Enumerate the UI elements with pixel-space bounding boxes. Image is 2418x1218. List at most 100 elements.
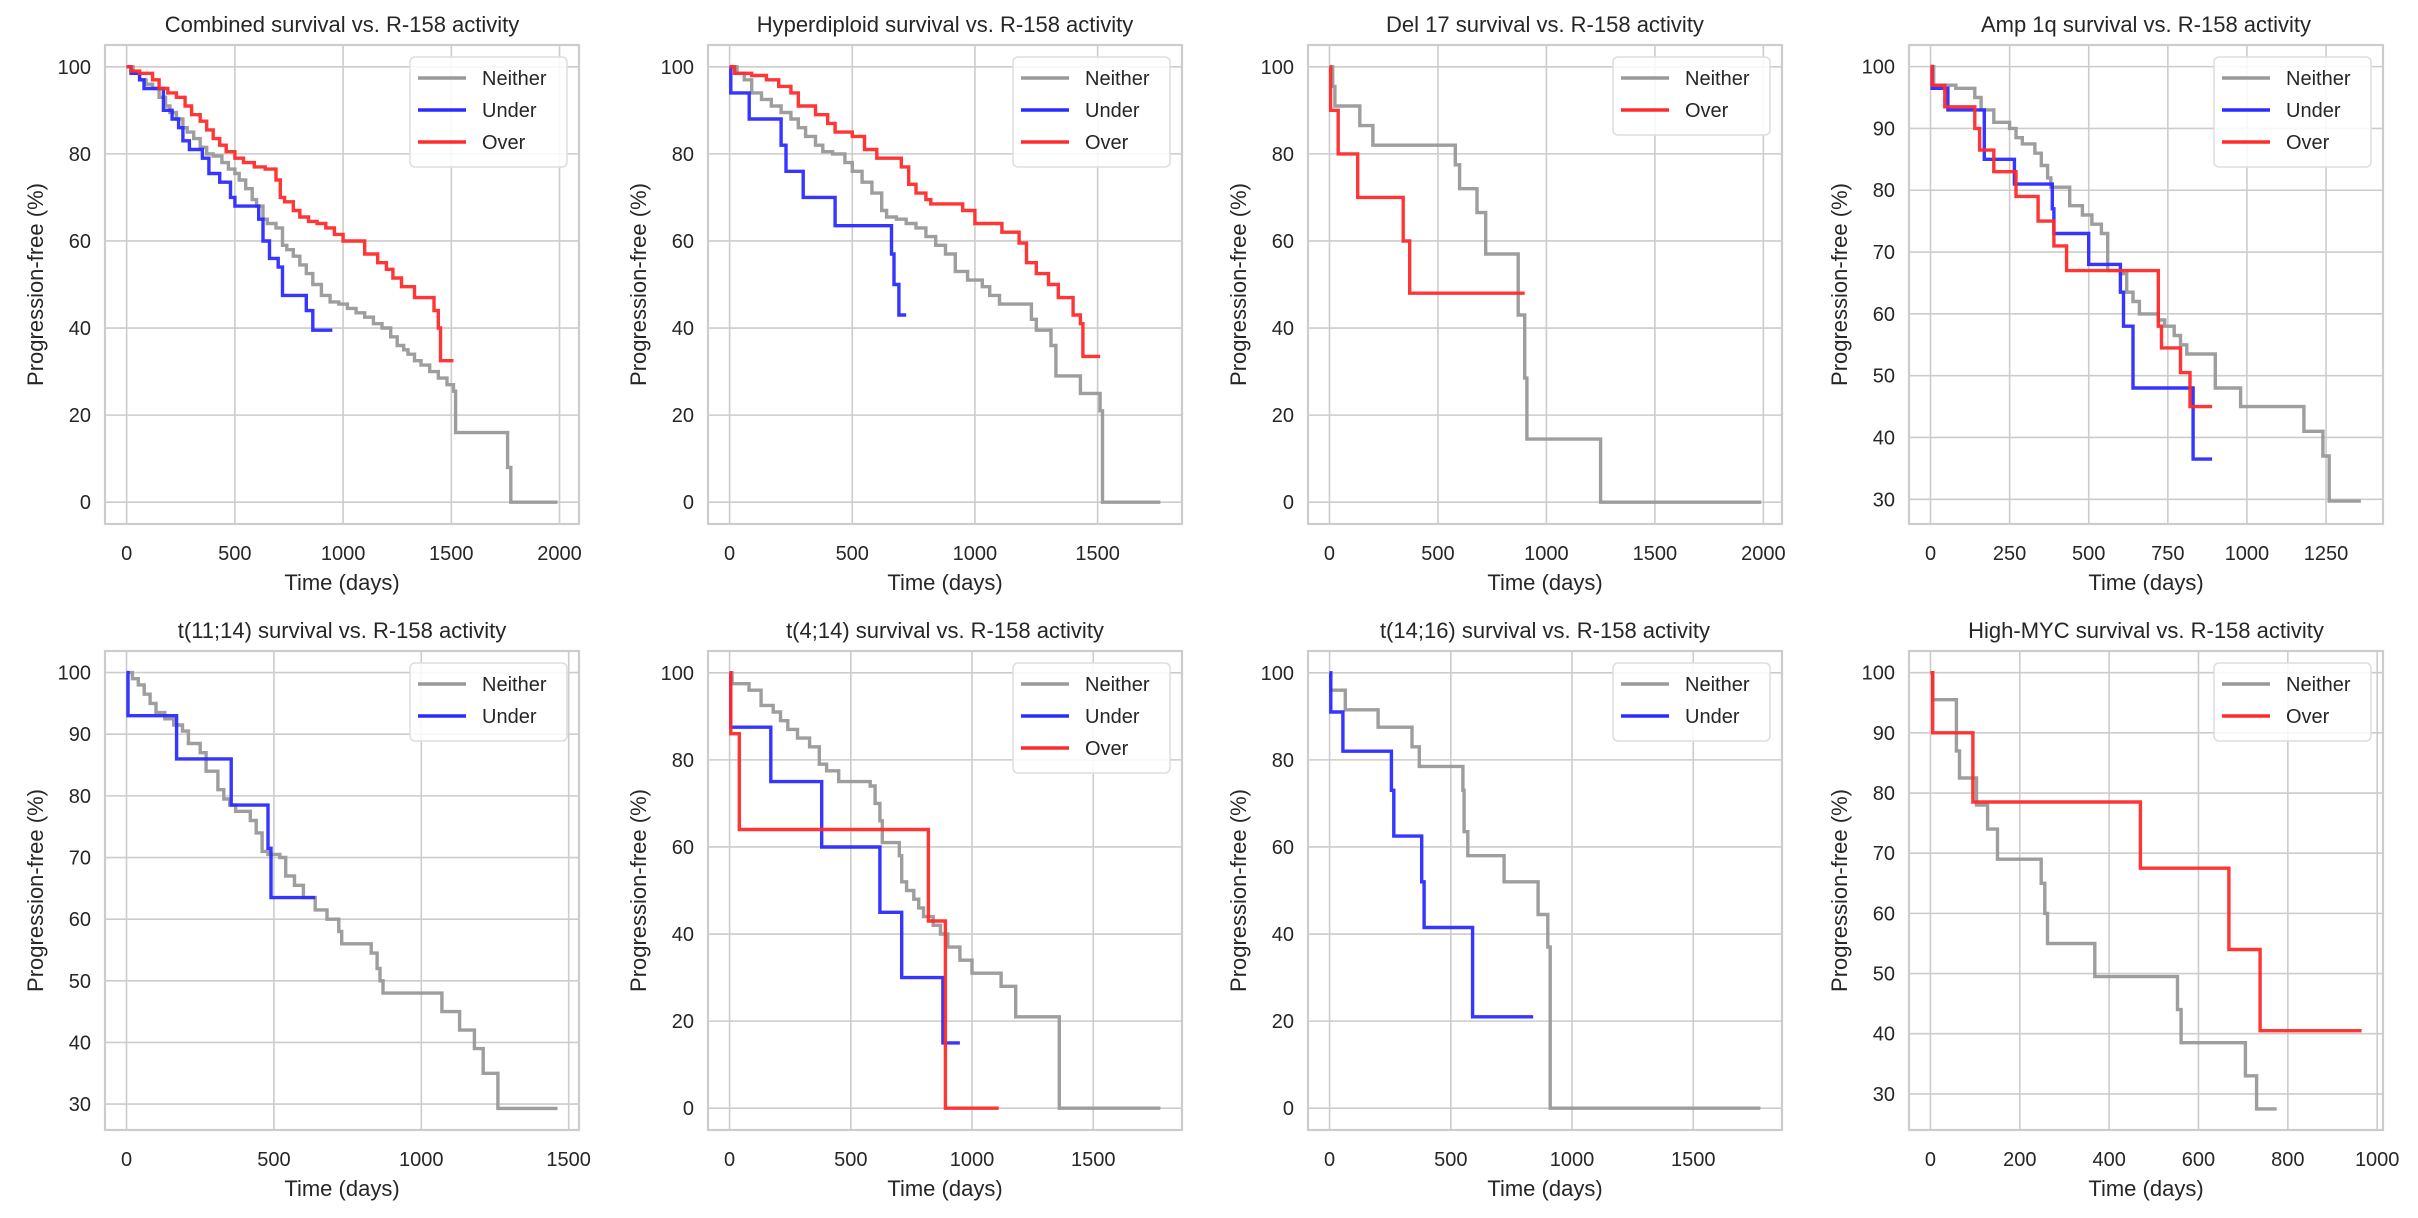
legend: Neither Under bbox=[1612, 662, 1771, 742]
chart-title: t(11;14) survival vs. R-158 activity bbox=[178, 618, 506, 643]
y-tick-label: 80 bbox=[1272, 750, 1294, 772]
x-tick-label: 2000 bbox=[537, 543, 582, 565]
x-tick-label: 2000 bbox=[1741, 543, 1786, 565]
legend-label: Under bbox=[482, 706, 537, 728]
x-tick-label: 1500 bbox=[1633, 543, 1678, 565]
y-tick-label: 80 bbox=[69, 144, 91, 166]
y-tick-label: 0 bbox=[683, 1098, 694, 1120]
y-tick-label: 80 bbox=[69, 786, 91, 808]
x-axis-label: Time (days) bbox=[887, 570, 1002, 595]
y-tick-label: 100 bbox=[1862, 663, 1895, 685]
y-tick-label: 40 bbox=[672, 318, 694, 340]
legend-label: Neither bbox=[482, 674, 547, 696]
panel-4: 0 250 500 750 1000 1250 30 40 50 60 70 80 90 100 Amp 1… bbox=[1827, 12, 2385, 595]
legend-label: Neither bbox=[1085, 68, 1150, 90]
series-line-under bbox=[126, 670, 316, 900]
legend-label: Over bbox=[2286, 706, 2330, 728]
y-axis-label: Progression-free (%) bbox=[23, 183, 48, 386]
legend-box bbox=[2213, 56, 2372, 168]
y-tick-label: 60 bbox=[672, 231, 694, 253]
y-tick-label: 100 bbox=[1261, 663, 1294, 685]
y-axis-label: Progression-free (%) bbox=[23, 789, 48, 992]
y-tick-label: 30 bbox=[1873, 1084, 1895, 1106]
y-tick-label: 100 bbox=[661, 57, 694, 79]
legend-label: Over bbox=[1685, 100, 1729, 122]
x-axis-label: Time (days) bbox=[2088, 570, 2203, 595]
chart-title: Amp 1q survival vs. R-158 activity bbox=[1981, 12, 2311, 37]
x-tick-label: 1000 bbox=[321, 543, 366, 565]
y-axis-label: Progression-free (%) bbox=[1226, 789, 1251, 992]
y-tick-label: 30 bbox=[69, 1094, 91, 1116]
x-tick-label: 1500 bbox=[1671, 1149, 1716, 1171]
y-tick-label: 60 bbox=[69, 909, 91, 931]
x-axis-label: Time (days) bbox=[284, 570, 399, 595]
y-tick-label: 40 bbox=[672, 924, 694, 946]
x-tick-label: 0 bbox=[121, 1149, 132, 1171]
chart-title: t(4;14) survival vs. R-158 activity bbox=[786, 618, 1104, 643]
x-axis-label: Time (days) bbox=[1487, 570, 1602, 595]
y-tick-label: 40 bbox=[1873, 427, 1895, 449]
legend-label: Neither bbox=[482, 68, 547, 90]
y-tick-label: 20 bbox=[1272, 1011, 1294, 1033]
series-line-under bbox=[729, 671, 960, 1045]
y-tick-label: 80 bbox=[672, 144, 694, 166]
legend-box bbox=[1012, 662, 1171, 774]
y-tick-label: 50 bbox=[69, 971, 91, 993]
legend: Neither Under Over bbox=[1012, 56, 1171, 168]
x-tick-label: 500 bbox=[834, 1149, 867, 1171]
x-tick-label: 1500 bbox=[546, 1149, 591, 1171]
series-line-neither bbox=[126, 65, 558, 504]
y-tick-label: 70 bbox=[1873, 843, 1895, 865]
series-line-neither bbox=[1930, 671, 2277, 1111]
x-tick-label: 800 bbox=[2271, 1149, 2304, 1171]
x-tick-label: 0 bbox=[1925, 1149, 1936, 1171]
x-axis-label: Time (days) bbox=[887, 1176, 1002, 1201]
panel-3: 0 500 1000 1500 2000 0 20 40 60 80 100 Del 17 survi… bbox=[1226, 12, 1786, 595]
series-line-over bbox=[1930, 64, 2213, 409]
panel-7: 0 500 1000 1500 0 20 40 60 80 100 t(14;16) surviva… bbox=[1226, 618, 1784, 1201]
legend-label: Neither bbox=[1685, 68, 1750, 90]
panel-2: 0 500 1000 1500 0 20 40 60 80 100 Hyperdiploid sur… bbox=[626, 12, 1184, 595]
x-tick-label: 1000 bbox=[1524, 543, 1569, 565]
axes-frame bbox=[1907, 649, 2385, 1132]
legend-label: Under bbox=[2286, 100, 2341, 122]
chart-title: High-MYC survival vs. R-158 activity bbox=[1968, 618, 2324, 643]
x-axis-label: Time (days) bbox=[2088, 1176, 2203, 1201]
legend-label: Neither bbox=[1085, 674, 1150, 696]
series-line-over bbox=[1328, 65, 1525, 295]
y-tick-label: 50 bbox=[1873, 366, 1895, 388]
y-tick-label: 0 bbox=[1283, 492, 1294, 514]
y-tick-label: 80 bbox=[1873, 180, 1895, 202]
legend: Neither Over bbox=[1612, 56, 1771, 136]
legend-label: Over bbox=[1085, 738, 1129, 760]
x-tick-label: 500 bbox=[1434, 1149, 1467, 1171]
x-tick-label: 500 bbox=[836, 543, 869, 565]
legend-label: Neither bbox=[2286, 68, 2351, 90]
x-tick-label: 0 bbox=[724, 543, 735, 565]
y-axis-label: Progression-free (%) bbox=[1226, 183, 1251, 386]
axes-frame bbox=[706, 649, 1184, 1132]
axes-frame bbox=[1306, 43, 1784, 526]
axes-frame bbox=[1306, 649, 1784, 1132]
legend-label: Over bbox=[1085, 132, 1129, 154]
legend: Neither Under Over bbox=[1012, 662, 1171, 774]
x-tick-label: 1000 bbox=[950, 1149, 995, 1171]
series-line-neither bbox=[1329, 671, 1761, 1110]
x-tick-label: 750 bbox=[2151, 543, 2184, 565]
y-tick-label: 40 bbox=[1272, 924, 1294, 946]
x-tick-label: 1500 bbox=[1071, 1149, 1116, 1171]
y-tick-label: 0 bbox=[683, 492, 694, 514]
x-tick-label: 0 bbox=[1925, 543, 1936, 565]
chart-title: Combined survival vs. R-158 activity bbox=[165, 12, 520, 37]
axes-frame bbox=[1907, 43, 2385, 526]
y-tick-label: 100 bbox=[1261, 57, 1294, 79]
legend: Neither Under Over bbox=[2213, 56, 2372, 168]
y-tick-label: 20 bbox=[672, 405, 694, 427]
x-tick-label: 1250 bbox=[2304, 543, 2349, 565]
y-tick-label: 40 bbox=[69, 1032, 91, 1054]
y-tick-label: 70 bbox=[69, 848, 91, 870]
legend: Neither Under bbox=[409, 662, 568, 742]
x-tick-label: 0 bbox=[1324, 1149, 1335, 1171]
x-tick-label: 0 bbox=[121, 543, 132, 565]
